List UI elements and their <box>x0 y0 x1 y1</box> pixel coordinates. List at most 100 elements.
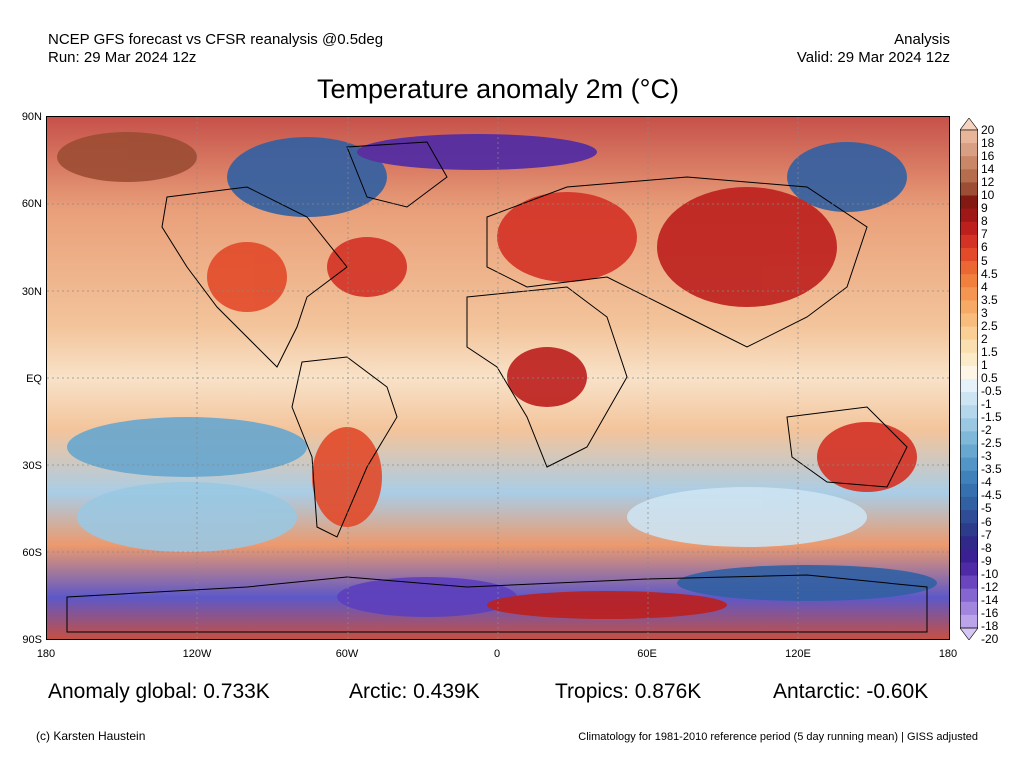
colorbar-swatch <box>960 274 978 288</box>
colorbar-swatch <box>960 221 978 236</box>
lat-label-90n: 90N <box>21 111 42 123</box>
map-title: Temperature anomaly 2m (°C) <box>317 74 679 104</box>
colorbar-label: -4 <box>981 475 992 490</box>
colorbar-label: 16 <box>981 149 995 164</box>
tropics-anomaly: Tropics: 0.876K <box>555 680 702 703</box>
colorbar-swatch <box>960 339 978 354</box>
colorbar-swatch <box>960 156 978 170</box>
colorbar-swatch <box>960 261 978 275</box>
colorbar-swatch <box>960 575 978 590</box>
map-layer <box>47 117 949 639</box>
colorbar-label: -6 <box>981 514 992 529</box>
lat-label-60s: 60S <box>22 547 42 559</box>
colorbar-label: 2.5 <box>981 318 998 333</box>
colorbar-swatch <box>960 379 978 393</box>
colorbar-swatch <box>960 169 978 183</box>
colorbar-swatch <box>960 405 978 419</box>
lon-label-120w: 120W <box>182 648 212 660</box>
valid-info: Analysis Valid: 29 Mar 2024 12z <box>797 31 950 67</box>
colorbar-swatch <box>960 208 978 223</box>
colorbar-swatch <box>960 588 978 603</box>
colorbar-label: -12 <box>981 579 999 594</box>
colorbar-swatch <box>960 444 978 459</box>
colorbar-swatch <box>960 130 978 144</box>
colorbar-swatch <box>960 523 978 537</box>
colorbar-swatch <box>960 182 978 197</box>
colorbar-label: -3.5 <box>981 462 1002 477</box>
colorbar-swatch <box>960 457 978 472</box>
colorbar-swatch <box>960 365 978 380</box>
lon-label-180w: 180 <box>36 648 56 660</box>
colorbar-label: -14 <box>981 592 999 607</box>
colorbar-label: -7 <box>981 527 992 542</box>
colorbar-label: -8 <box>981 540 992 555</box>
colorbar-label: -20 <box>981 631 999 646</box>
lat-label-30s: 30S <box>22 460 42 472</box>
colorbar-swatch <box>960 536 978 550</box>
colorbar-label: 2 <box>981 331 988 346</box>
colorbar-label: -1 <box>981 397 992 412</box>
colorbar-label: 7 <box>981 227 988 242</box>
colorbar-swatch <box>960 418 978 432</box>
colorbar-label: -10 <box>981 566 999 581</box>
analysis-label: Analysis <box>894 31 950 48</box>
colorbar-label: 4.5 <box>981 266 998 281</box>
colorbar-label: 1 <box>981 357 988 372</box>
colorbar-label: -4.5 <box>981 488 1002 503</box>
colorbar-swatch <box>960 510 978 524</box>
colorbar-label: 4 <box>981 279 988 294</box>
colorbar-swatch <box>960 483 978 498</box>
colorbar-label: 1.5 <box>981 344 998 359</box>
colorbar-top-arrow <box>960 118 978 131</box>
colorbar <box>960 118 978 640</box>
colorbar-label: 0.5 <box>981 370 998 385</box>
colorbar-swatch <box>960 431 978 446</box>
colorbar-swatch <box>960 549 978 563</box>
temperature-anomaly-map <box>46 116 950 640</box>
colorbar-label: 14 <box>981 162 995 177</box>
lat-label-90s: 90S <box>22 634 42 646</box>
colorbar-label: -0.5 <box>981 384 1002 398</box>
lat-label-30n: 30N <box>21 286 42 298</box>
lat-label-60n: 60N <box>21 198 42 210</box>
colorbar-label: 3.5 <box>981 292 998 307</box>
arctic-anomaly: Arctic: 0.439K <box>349 680 480 703</box>
colorbar-label: -1.5 <box>981 410 1002 425</box>
copyright: (c) Karsten Haustein <box>36 729 146 743</box>
colorbar-label: -18 <box>981 618 999 633</box>
colorbar-label: -5 <box>981 501 992 516</box>
lon-label-60w: 60W <box>335 648 359 660</box>
colorbar-swatch <box>960 143 978 157</box>
lon-label-60e: 60E <box>637 648 657 660</box>
colorbar-label: 10 <box>981 188 995 203</box>
colorbar-label: -2 <box>981 423 992 438</box>
global-anomaly: Anomaly global: 0.733K <box>48 680 270 703</box>
colorbar-swatch <box>960 234 978 249</box>
colorbar-swatch <box>960 313 978 328</box>
colorbar-swatch <box>960 195 978 210</box>
run-info: NCEP GFS forecast vs CFSR reanalysis @0.… <box>48 31 383 67</box>
colorbar-label: 3 <box>981 305 988 320</box>
colorbar-label: 20 <box>981 123 995 137</box>
colorbar-label: -16 <box>981 605 999 620</box>
model-description: NCEP GFS forecast vs CFSR reanalysis @0.… <box>48 31 384 48</box>
colorbar-swatch <box>960 247 978 262</box>
colorbar-swatch <box>960 601 978 616</box>
lat-label-eq: EQ <box>26 373 42 385</box>
run-time: Run: 29 Mar 2024 12z <box>48 49 197 66</box>
colorbar-frame <box>960 129 978 629</box>
colorbar-label: -3 <box>981 449 992 464</box>
lon-label-120e: 120E <box>785 648 811 660</box>
antarctic-anomaly: Antarctic: -0.60K <box>773 680 929 703</box>
colorbar-label: 6 <box>981 240 988 255</box>
colorbar-swatch <box>960 392 978 406</box>
colorbar-label: -9 <box>981 553 992 568</box>
colorbar-label: 5 <box>981 253 988 268</box>
colorbar-label: 12 <box>981 175 995 190</box>
colorbar-label: 18 <box>981 136 995 151</box>
colorbar-bottom-arrow <box>960 627 978 640</box>
colorbar-swatch <box>960 287 978 301</box>
lon-label-0: 0 <box>493 648 501 660</box>
colorbar-swatch <box>960 326 978 341</box>
lon-label-180e: 180 <box>938 648 958 660</box>
